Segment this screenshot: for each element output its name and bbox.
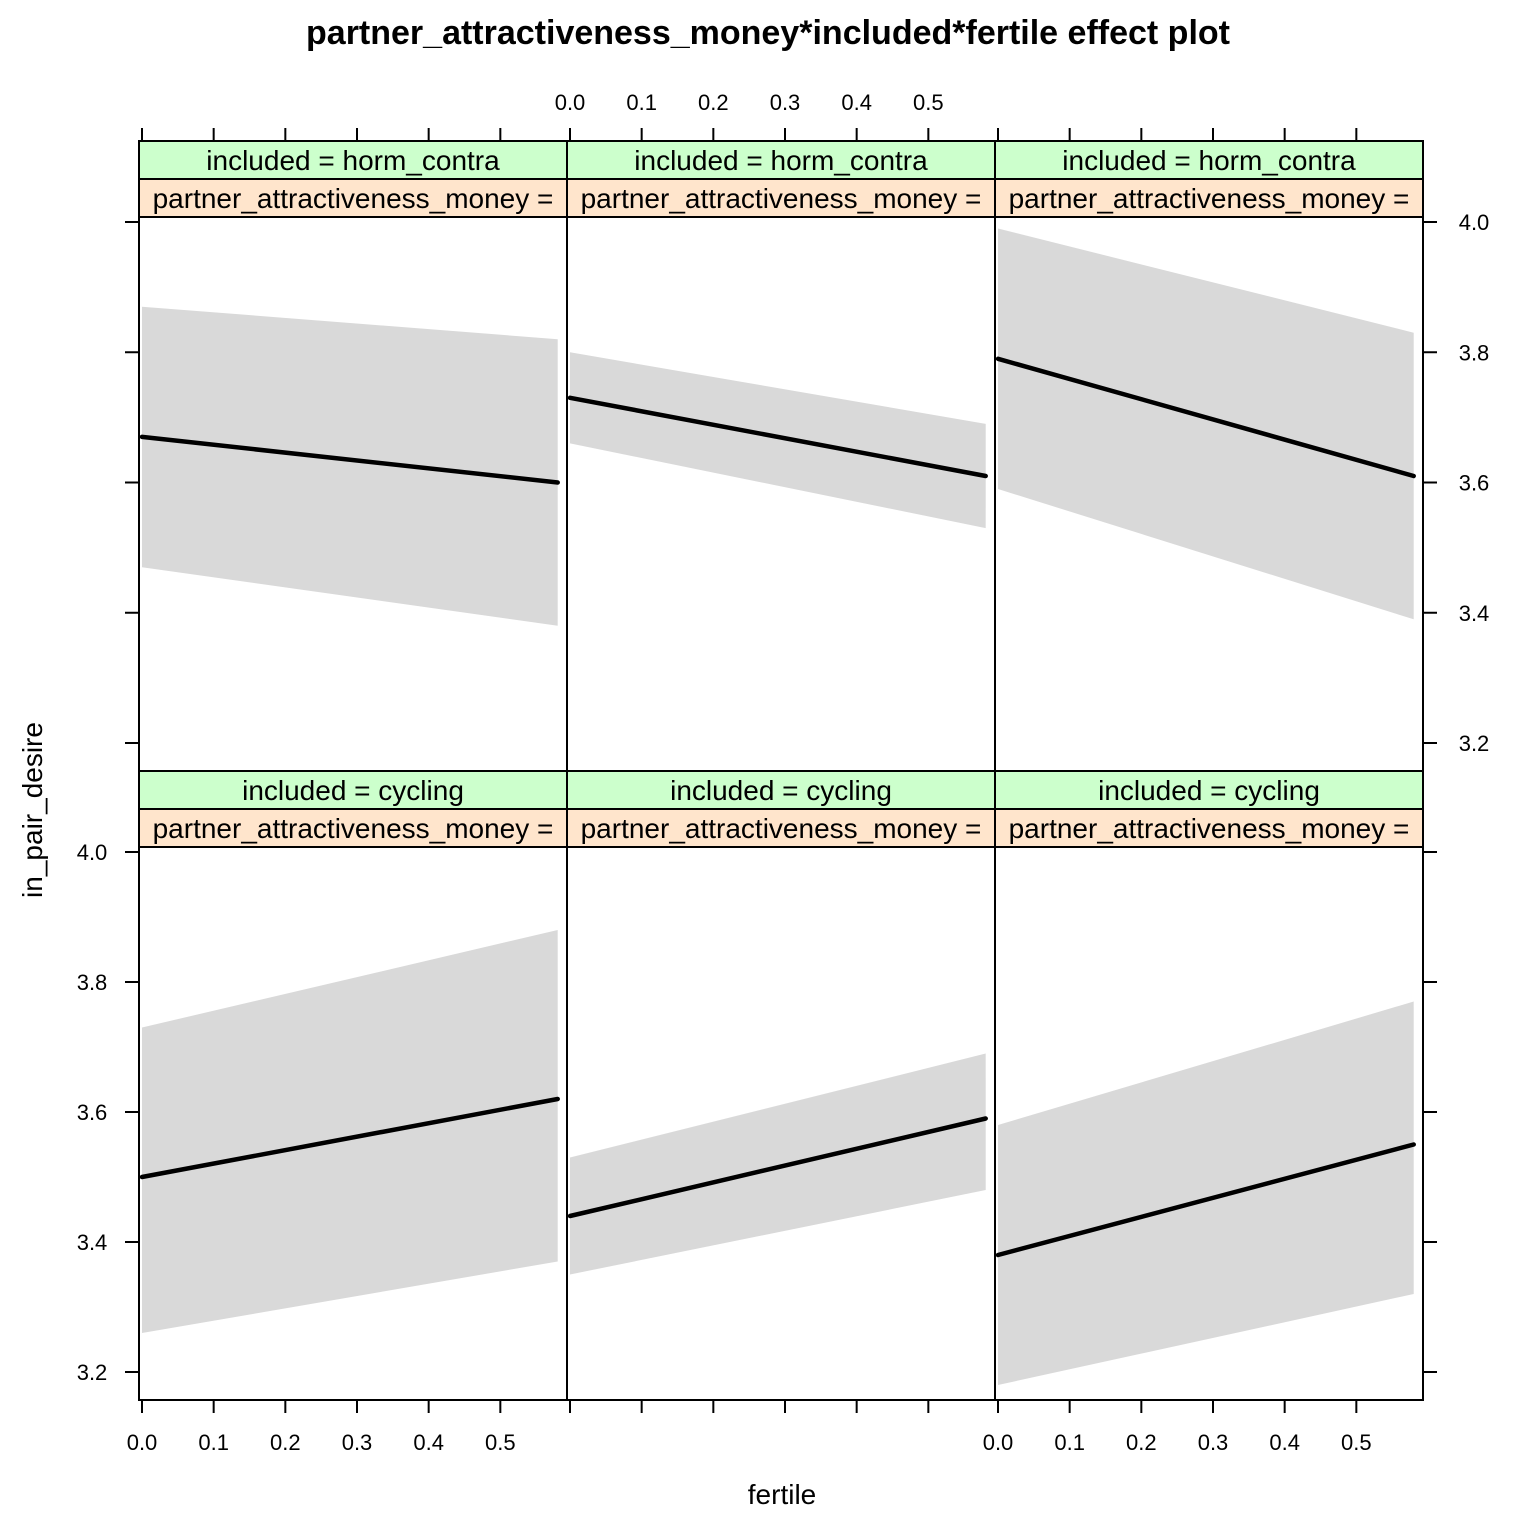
tick-label: 0.4 — [1269, 1430, 1300, 1455]
confidence-band — [998, 1001, 1414, 1385]
confidence-band — [570, 1053, 986, 1275]
tick-label: 0.1 — [626, 90, 657, 115]
tick-label: 4.0 — [77, 840, 108, 865]
fit-line — [995, 356, 1416, 479]
y-axis-label: in_pair_desire — [17, 722, 48, 898]
tick-label: 3.6 — [77, 1100, 108, 1125]
tick-label: 3.8 — [77, 970, 108, 995]
fit-line — [567, 395, 988, 479]
tick-label: 0.2 — [270, 1430, 301, 1455]
confidence-band — [142, 306, 558, 626]
tick-label: 0.1 — [198, 1430, 229, 1455]
strip-included — [566, 140, 996, 180]
strip-partner-label: partner_attractiveness_money = — [153, 183, 554, 214]
strip-partner — [138, 808, 568, 848]
tick-label: 3.4 — [77, 1230, 108, 1255]
fit-line — [995, 1142, 1416, 1258]
strip-included-label: included = cycling — [1098, 775, 1320, 806]
strip-included-label: included = horm_contra — [1062, 145, 1356, 176]
tick-label: 0.5 — [485, 1430, 516, 1455]
strip-partner — [138, 178, 568, 218]
tick-label: 3.2 — [77, 1360, 108, 1385]
strip-partner-label: partner_attractiveness_money = — [1009, 813, 1410, 844]
tick-label: 0.0 — [555, 90, 586, 115]
panel-1: included = horm_contra partner_attractive… — [138, 140, 568, 772]
fit-line — [567, 1116, 988, 1219]
tick-label: 3.4 — [1459, 601, 1490, 626]
panels-layer: included = horm_contra partner_attractive… — [138, 140, 1424, 1401]
tick-label: 3.6 — [1459, 471, 1490, 496]
panel-5: included = cycling partner_attractiveness… — [566, 770, 996, 1401]
panel-border — [994, 770, 1424, 1401]
tick-label: 0.4 — [413, 1430, 444, 1455]
strip-included-label: included = horm_contra — [206, 145, 500, 176]
confidence-band — [570, 352, 986, 529]
fit-line — [139, 1096, 560, 1180]
x-axis-label: fertile — [748, 1479, 816, 1510]
strip-partner-label: partner_attractiveness_money = — [581, 183, 982, 214]
strip-partner — [994, 808, 1424, 848]
tick-label: 3.2 — [1459, 731, 1490, 756]
tick-label: 0.3 — [770, 90, 801, 115]
strip-included-label: included = cycling — [242, 775, 464, 806]
strip-partner-label: partner_attractiveness_money = — [153, 813, 554, 844]
panel-6: included = cycling partner_attractiveness… — [994, 770, 1424, 1401]
strip-partner — [566, 178, 996, 218]
tick-label: 3.8 — [1459, 340, 1490, 365]
tick-label: 0.5 — [913, 90, 944, 115]
tick-label: 0.0 — [983, 1430, 1014, 1455]
panel-2: included = horm_contra partner_attractive… — [566, 140, 996, 772]
tick-label: 0.1 — [1054, 1430, 1085, 1455]
panel-4: included = cycling partner_attractiveness… — [138, 770, 568, 1401]
tick-label: 0.5 — [1341, 1430, 1372, 1455]
strip-included-label: included = cycling — [670, 775, 892, 806]
axes-layer: 0.0 0.1 0.2 0.3 0.4 0.5 0.0 0.1 0.2 0.3 0.4 0.5 0.0 0… — [77, 90, 1490, 1455]
fit-line — [139, 434, 560, 485]
tick-label: 4.0 — [1459, 210, 1490, 235]
strip-included-label: included = horm_contra — [634, 145, 928, 176]
panel-3: included = horm_contra partner_attractive… — [994, 140, 1424, 772]
tick-label: 0.2 — [698, 90, 729, 115]
confidence-band — [142, 930, 558, 1333]
strip-partner — [566, 808, 996, 848]
tick-label: 0.3 — [342, 1430, 373, 1455]
strip-partner-label: partner_attractiveness_money = — [1009, 183, 1410, 214]
tick-label: 0.0 — [127, 1430, 158, 1455]
tick-label: 0.3 — [1198, 1430, 1229, 1455]
strip-included — [566, 770, 996, 810]
strip-partner-label: partner_attractiveness_money = — [581, 813, 982, 844]
confidence-band — [998, 228, 1414, 620]
tick-label: 0.4 — [841, 90, 872, 115]
tick-label: 0.2 — [1126, 1430, 1157, 1455]
chart-title: partner_attractiveness_money*included*fe… — [306, 14, 1230, 52]
